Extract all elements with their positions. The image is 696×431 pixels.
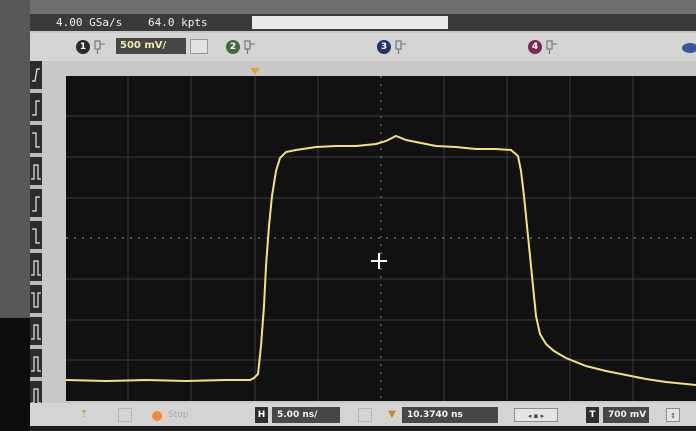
channel-2-button[interactable]: 2: [226, 40, 240, 54]
bottom-control-bar: ⇡ Stop H 5.00 ns/ ▼ 10.3740 ns ◂ ▪ ▸ T 7…: [30, 403, 696, 426]
stop-label[interactable]: Stop: [168, 410, 189, 420]
status-bar: 4.00 GSa/s 64.0 kpts: [30, 14, 696, 31]
oscilloscope-screen: 4.00 GSa/s 64.0 kpts 1 500 mV/ 2 3 4: [30, 14, 696, 426]
run-indicator: [152, 411, 162, 421]
trigger-marker-icon: [250, 68, 260, 75]
eye-icon[interactable]: [682, 43, 696, 53]
softkey-pulse-icon[interactable]: [30, 317, 42, 347]
acquire-single-button[interactable]: [118, 408, 132, 422]
channel-4-button[interactable]: 4: [528, 40, 542, 54]
waveform-softkey-column: [30, 61, 42, 411]
delay-value[interactable]: 10.3740 ns: [402, 407, 498, 423]
trigger-level[interactable]: 700 mV: [603, 407, 649, 423]
softkey-pulse-icon[interactable]: [30, 285, 42, 315]
channel-1-offset[interactable]: [190, 39, 208, 54]
channel-1-scale[interactable]: 500 mV/: [116, 38, 186, 54]
softkey-pulse-icon[interactable]: [30, 349, 42, 379]
softkey-fall-icon[interactable]: [30, 221, 42, 251]
probe-icon: [546, 40, 557, 54]
monitor-bezel-top: [0, 0, 696, 14]
sample-rate: 4.00 GSa/s: [56, 16, 123, 29]
marker-arrow-icon: ⇡: [80, 409, 89, 420]
time-per-div[interactable]: 5.00 ns/: [272, 407, 340, 423]
channel-1-button[interactable]: 1: [76, 40, 90, 54]
bezel-shadow: [0, 318, 30, 431]
channel-bar: 1 500 mV/ 2 3 4: [30, 33, 696, 61]
delay-stepper[interactable]: ◂ ▪ ▸: [514, 408, 558, 422]
status-message-area: [252, 16, 448, 29]
monitor-bezel-bottom: [30, 426, 696, 431]
zoom-button[interactable]: [358, 408, 372, 422]
trigger-icon: T: [586, 407, 599, 423]
softkey-edge-icon[interactable]: [30, 125, 42, 155]
softkey-step-icon[interactable]: [30, 93, 42, 123]
crosshair-icon: [371, 253, 387, 269]
softkey-pulse-icon[interactable]: [30, 253, 42, 283]
trigger-level-stepper[interactable]: ⇕: [666, 408, 680, 422]
channel-3-button[interactable]: 3: [377, 40, 391, 54]
memory-depth: 64.0 kpts: [148, 16, 208, 29]
softkey-rise-icon[interactable]: [30, 61, 42, 91]
delay-icon: ▼: [388, 409, 396, 420]
waveform-trace: [66, 134, 696, 386]
probe-icon: [94, 40, 105, 54]
horizontal-icon: H: [255, 407, 268, 423]
softkey-rise-icon[interactable]: [30, 189, 42, 219]
probe-icon: [395, 40, 406, 54]
waveform-display[interactable]: [66, 76, 696, 401]
graticule-svg: [66, 76, 696, 401]
probe-icon: [244, 40, 255, 54]
softkey-pulse-icon[interactable]: [30, 157, 42, 187]
